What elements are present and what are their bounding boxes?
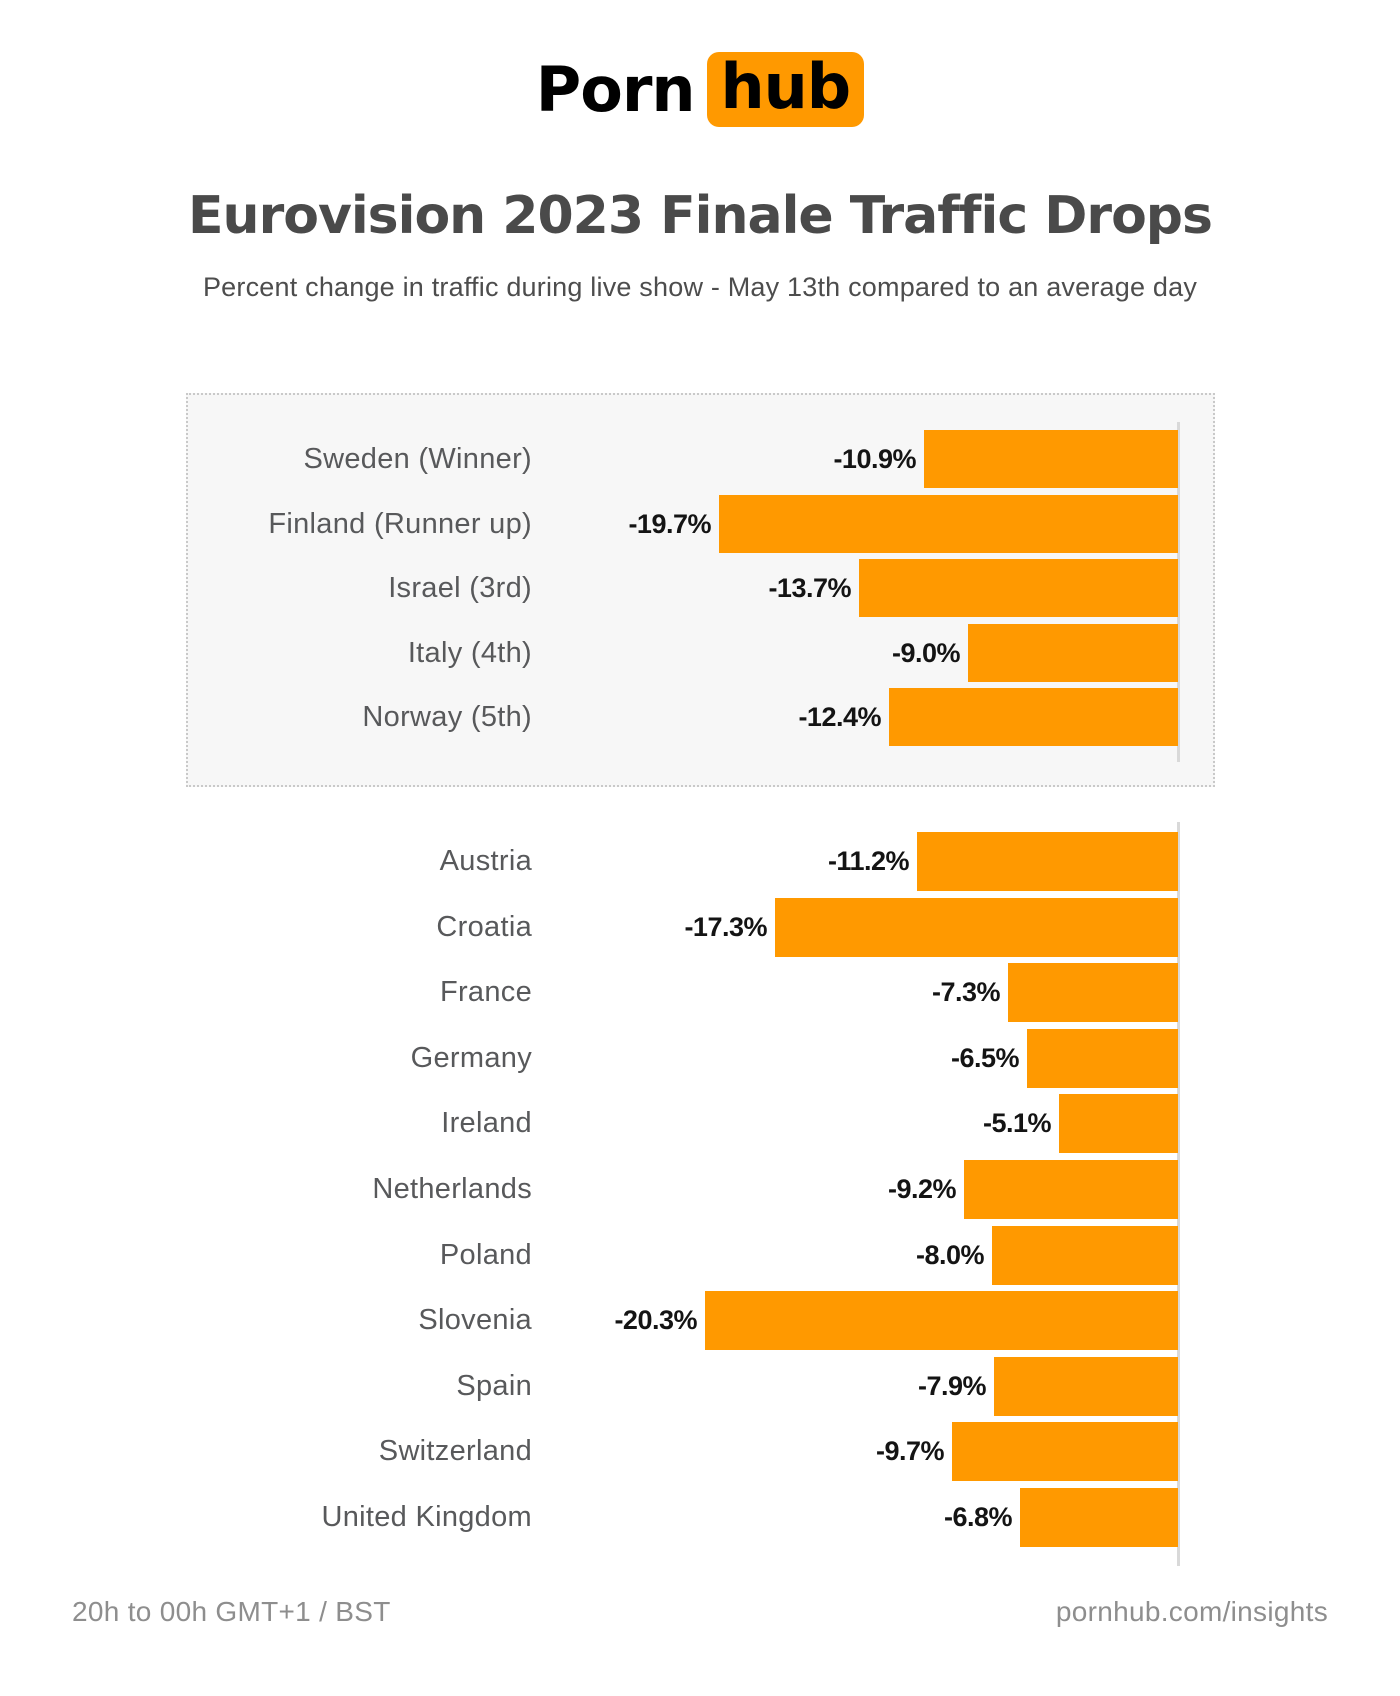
chart-row: Slovenia -20.3%	[0, 1291, 1400, 1351]
country-label: Ireland	[441, 1107, 532, 1140]
bar	[775, 897, 1178, 957]
country-label: Netherlands	[372, 1173, 532, 1205]
chart-row: Germany -6.5%	[0, 1028, 1400, 1088]
value-label: -9.7%	[875, 1436, 945, 1467]
pornhub-logo: Porn hub	[0, 52, 1400, 128]
chart-row: Poland -8.0%	[0, 1225, 1400, 1285]
bar	[992, 1225, 1178, 1285]
value-label: -17.3%	[684, 911, 767, 942]
chart-row: Austria -11.2%	[0, 832, 1400, 891]
chart-row: Spain -7.9%	[0, 1356, 1400, 1416]
logo-porn-text: Porn	[535, 53, 696, 127]
bar	[952, 1422, 1178, 1482]
bar	[1059, 1094, 1178, 1154]
page-title: Eurovision 2023 Finale Traffic Drops	[188, 186, 1213, 246]
country-label: Poland	[439, 1238, 532, 1271]
value-label: -5.1%	[982, 1108, 1052, 1139]
bar	[964, 1160, 1178, 1219]
logo-hub-badge: hub	[706, 52, 865, 128]
chart-row: Croatia -17.3%	[0, 897, 1400, 957]
footer-time-range: 20h to 00h GMT+1 / BST	[72, 1596, 391, 1627]
value-label: -7.9%	[917, 1370, 987, 1401]
bar	[1027, 1028, 1178, 1088]
country-label: Austria	[439, 845, 532, 877]
axis-line-countries	[1177, 822, 1180, 1566]
bar	[1020, 1488, 1178, 1547]
chart-row: Switzerland -9.7%	[0, 1422, 1400, 1482]
value-label: -7.3%	[931, 977, 1001, 1008]
page-subtitle: Percent change in traffic during live sh…	[202, 272, 1198, 302]
chart-row: United Kingdom -6.8%	[0, 1488, 1400, 1547]
bar	[1008, 963, 1178, 1023]
country-label: Switzerland	[378, 1435, 532, 1468]
value-label: -11.2%	[827, 846, 910, 876]
country-label: France	[439, 976, 532, 1009]
footer-site-url: pornhub.com/insights	[1055, 1596, 1328, 1627]
chart-row: Netherlands -9.2%	[0, 1160, 1400, 1219]
value-label: -6.8%	[943, 1502, 1013, 1532]
country-label: Spain	[456, 1369, 532, 1402]
value-label: -8.0%	[915, 1239, 985, 1270]
country-label: Germany	[410, 1041, 532, 1074]
value-label: -9.2%	[887, 1174, 957, 1204]
value-label: -20.3%	[614, 1305, 697, 1336]
top5-highlight-box	[186, 393, 1215, 787]
country-label: United Kingdom	[321, 1501, 532, 1533]
country-label: Slovenia	[418, 1304, 532, 1337]
chart-row: France -7.3%	[0, 963, 1400, 1023]
bar	[994, 1356, 1178, 1416]
bar	[917, 832, 1178, 891]
bar	[705, 1291, 1178, 1351]
value-label: -6.5%	[950, 1042, 1020, 1073]
country-label: Croatia	[436, 910, 532, 943]
chart-row: Ireland -5.1%	[0, 1094, 1400, 1154]
